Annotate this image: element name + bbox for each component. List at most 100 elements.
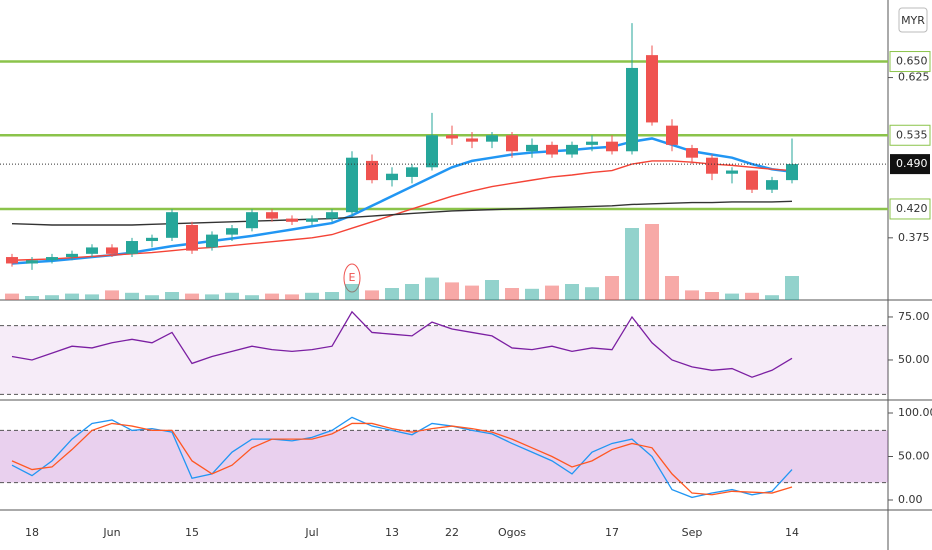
candle-body (86, 247, 98, 254)
volume-bar (725, 293, 739, 300)
candle-body (46, 257, 58, 261)
indicator-line (11, 422, 793, 496)
x-tick-label: Jul (304, 526, 318, 539)
volume-bar (765, 295, 779, 300)
candle-body (366, 160, 378, 181)
x-tick-label: Ogos (498, 526, 526, 539)
volume-bar (525, 288, 539, 300)
candle-body (106, 247, 118, 254)
volume-bar (65, 293, 79, 300)
candle-body (406, 167, 418, 177)
candle-body (466, 138, 478, 142)
event-label: E (349, 271, 356, 284)
volume-bar (605, 276, 619, 300)
candle-body (306, 218, 318, 222)
volume-bar (425, 277, 439, 300)
volume-bar (705, 292, 719, 300)
x-tick-label: Jun (102, 526, 120, 539)
x-tick-label: 14 (785, 526, 799, 539)
candle-body (786, 164, 798, 181)
volume-bar (485, 280, 499, 300)
candle-body (506, 135, 518, 152)
candle-body (646, 55, 658, 123)
candle-body (26, 260, 38, 264)
volume-bar (365, 290, 379, 300)
candle-body (166, 212, 178, 238)
y-tick-label: 0.625 (898, 71, 930, 84)
volume-bar (165, 292, 179, 300)
x-tick-label: 22 (445, 526, 459, 539)
volume-bar (585, 287, 599, 300)
candle-body (526, 144, 538, 152)
candle-body (6, 257, 18, 264)
x-tick-label: 18 (25, 526, 39, 539)
candle-body (346, 157, 358, 213)
candle-body (706, 157, 718, 174)
candle-body (746, 170, 758, 190)
candle-body (266, 212, 278, 219)
candle-body (286, 218, 298, 222)
volume-bar (285, 294, 299, 300)
level-label: 0.420 (896, 202, 928, 215)
x-tick-label: 17 (605, 526, 619, 539)
currency-box (898, 7, 928, 33)
indicator-line (11, 310, 793, 378)
candle-body (246, 212, 258, 229)
volume-bar (645, 224, 659, 300)
y-tick-label: 100.00 (898, 406, 932, 419)
indicator-line (11, 416, 793, 499)
volume-bar (105, 290, 119, 300)
y-tick-label: 75.00 (898, 310, 930, 323)
level-label-box (889, 124, 931, 146)
volume-bar (45, 295, 59, 300)
last-price-box (890, 154, 930, 175)
candle-body (446, 135, 458, 139)
candle-body (206, 234, 218, 248)
volume-bar (305, 292, 319, 300)
volume-bar (545, 285, 559, 300)
volume-bar (785, 276, 799, 300)
volume-bar (85, 294, 99, 300)
volume-bar (465, 285, 479, 300)
candle-body (426, 135, 438, 168)
y-tick-label: 50.00 (898, 450, 930, 463)
volume-bar (385, 288, 399, 300)
volume-bar (5, 293, 19, 300)
moving-average (11, 160, 793, 261)
volume-bar (665, 276, 679, 300)
candle-body (186, 225, 198, 251)
candle-body (586, 141, 598, 145)
x-tick-label: 15 (185, 526, 199, 539)
volume-bar (565, 284, 579, 300)
volume-bar (145, 295, 159, 300)
volume-bar (445, 282, 459, 300)
volume-bar (345, 284, 359, 300)
volume-bar (745, 292, 759, 300)
volume-bar (125, 292, 139, 300)
level-label: 0.535 (896, 128, 928, 141)
volume-bar (625, 228, 639, 300)
candle-body (66, 253, 78, 258)
last-price-label: 0.490 (896, 157, 928, 170)
candle-body (386, 173, 398, 181)
candle-body (546, 144, 558, 155)
volume-bar (185, 293, 199, 300)
level-label: 0.650 (896, 55, 928, 68)
band-fill (0, 325, 888, 395)
candle-body (566, 144, 578, 155)
candle-body (726, 170, 738, 174)
candle-body (606, 141, 618, 152)
candle-body (666, 125, 678, 145)
volume-bar (245, 295, 259, 300)
level-label-box (889, 198, 931, 220)
volume-bar (265, 293, 279, 300)
volume-bar (505, 288, 519, 300)
candle-body (626, 67, 638, 152)
volume-bar (205, 294, 219, 300)
candle-body (146, 237, 158, 242)
candle-body (766, 180, 778, 190)
y-tick-label: 0.00 (898, 493, 923, 506)
volume-bar (405, 284, 419, 300)
